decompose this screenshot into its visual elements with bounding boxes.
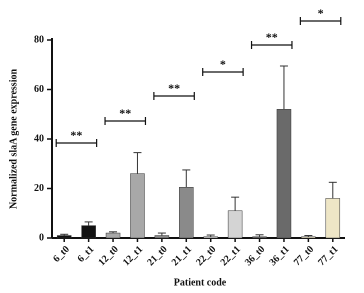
error-bar	[328, 181, 337, 199]
bar	[130, 173, 145, 239]
x-tick-label: 12_t1	[121, 244, 145, 268]
significance-bracket	[153, 92, 195, 100]
y-tick-label: 60	[34, 84, 44, 95]
bar	[56, 235, 72, 239]
bar	[105, 232, 121, 239]
significance-label: **	[70, 128, 82, 142]
bar	[301, 236, 316, 239]
y-axis-label: Normalized slaA gene expression	[8, 69, 19, 210]
error-bar	[206, 234, 215, 237]
significance-label: **	[119, 106, 131, 120]
significance-bracket	[299, 17, 342, 25]
x-tick-label: 12_t0	[97, 244, 121, 268]
bar	[179, 187, 194, 239]
y-tick-label: 80	[34, 34, 44, 45]
bar	[252, 236, 267, 239]
bar	[154, 235, 170, 239]
y-tick-label: 20	[34, 183, 44, 194]
error-bar	[157, 232, 166, 236]
significance-label: *	[220, 57, 226, 71]
bar	[276, 109, 292, 239]
error-bar	[231, 196, 240, 211]
x-axis-label: Patient code	[174, 277, 227, 288]
x-tick-label: 21_t0	[145, 244, 169, 268]
x-tick-label: 21_t1	[170, 244, 194, 268]
significance-label: *	[318, 6, 324, 20]
x-tick-label: 77_t1	[316, 244, 340, 268]
bar	[325, 198, 341, 239]
error-bar	[84, 221, 93, 226]
significance-bracket	[55, 139, 98, 147]
error-bar	[182, 169, 191, 188]
error-bar	[304, 235, 313, 237]
error-bar	[133, 152, 142, 174]
x-tick-label: 6_t1	[76, 244, 97, 265]
bar	[203, 236, 218, 239]
y-tick-label: 0	[39, 232, 44, 243]
x-tick-label: 36_t1	[267, 244, 291, 268]
x-tick-label: 22_t1	[219, 244, 243, 268]
significance-bracket	[250, 41, 293, 49]
significance-bracket	[104, 117, 147, 125]
error-bar	[60, 233, 69, 236]
x-tick-label: 77_t0	[292, 244, 316, 268]
bar	[227, 210, 243, 239]
bar	[81, 225, 96, 239]
significance-bracket	[202, 68, 244, 76]
error-bar	[109, 231, 118, 234]
significance-label: **	[266, 30, 278, 44]
error-bar	[255, 234, 264, 237]
error-bar	[279, 65, 288, 110]
x-tick-label: 22_t0	[194, 244, 218, 268]
x-tick-label: 36_t0	[243, 244, 267, 268]
x-tick-label: 6_t0	[51, 244, 72, 265]
significance-label: **	[168, 81, 180, 95]
y-tick-label: 40	[34, 133, 44, 144]
